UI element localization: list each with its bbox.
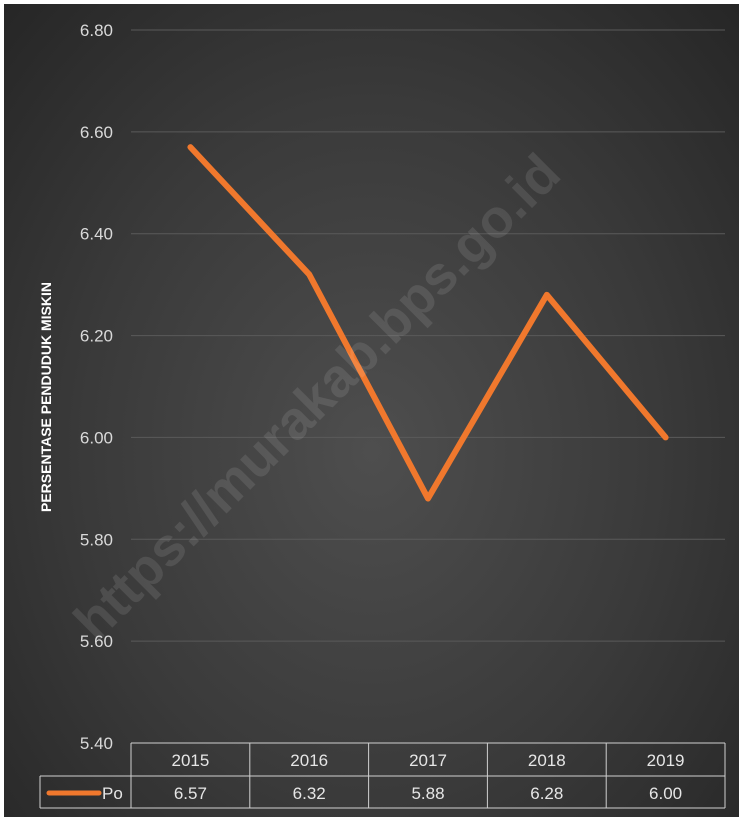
- y-axis-ticks: 6.80 6.60 6.40 6.20 6.00 5.80 5.60 5.40: [80, 21, 113, 753]
- y-tick-label: 6.80: [80, 21, 113, 40]
- watermark: https://murakab.bps.go.id: [63, 143, 572, 652]
- data-label: 6.28: [530, 784, 563, 803]
- y-tick-label: 5.80: [80, 530, 113, 549]
- y-axis-label: PERSENTASE PENDUDUK MISKIN: [38, 282, 54, 512]
- y-tick-label: 5.60: [80, 632, 113, 651]
- x-tick-label: 2016: [290, 751, 328, 770]
- data-label: 6.32: [293, 784, 326, 803]
- gridlines: [131, 29, 725, 642]
- y-tick-label: 6.40: [80, 225, 113, 244]
- y-tick-label: 6.00: [80, 428, 113, 447]
- x-tick-label: 2018: [528, 751, 566, 770]
- y-tick-label: 6.60: [80, 123, 113, 142]
- x-tick-label: 2019: [647, 751, 685, 770]
- x-tick-label: 2017: [409, 751, 447, 770]
- data-label: 6.00: [649, 784, 682, 803]
- series-line-po: [187, 144, 669, 502]
- data-label: 5.88: [411, 784, 444, 803]
- data-label: 6.57: [174, 784, 207, 803]
- series-po: [187, 144, 669, 502]
- y-tick-label: 6.20: [80, 327, 113, 346]
- legend-label: Po: [102, 784, 123, 803]
- chart-area: [4, 4, 739, 817]
- data-table: 2015 2016 2017 2018 2019 6.57 6.32 5.88 6.28 6.00…: [39, 742, 726, 809]
- y-tick-label: 5.40: [80, 734, 113, 753]
- x-tick-label: 2015: [171, 751, 209, 770]
